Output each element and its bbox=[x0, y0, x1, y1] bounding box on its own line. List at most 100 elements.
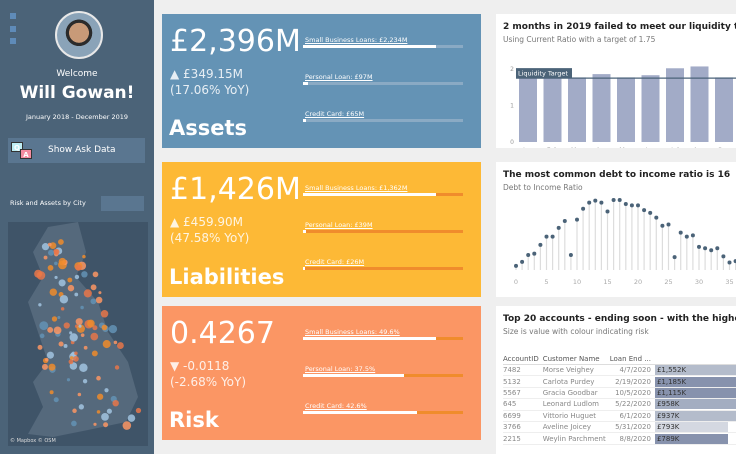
city-marker bbox=[41, 243, 50, 251]
loan-end: 5/22/2020 bbox=[609, 398, 655, 411]
nav-dot-icon[interactable] bbox=[10, 38, 16, 44]
breakdown-fill bbox=[303, 411, 417, 414]
breakdown-track bbox=[303, 45, 463, 48]
liquidity-bar-chart[interactable]: 0 1 2 Jan Feb Mar Apr May Jun Jul Aug Sep Liquidity … bbox=[496, 14, 736, 148]
bar-aug bbox=[690, 66, 709, 142]
kpi-card-assets[interactable]: £2,396M ▲ £349.15M (17.06% YoY) Assets Sm… bbox=[162, 14, 481, 148]
table-row[interactable]: 2215 Weylin Parchment 8/8/2020 £789K bbox=[503, 432, 736, 445]
lollipop-point bbox=[593, 198, 598, 203]
lollipop-point bbox=[568, 253, 573, 258]
bar-apr bbox=[592, 74, 611, 142]
city-marker bbox=[58, 239, 64, 245]
lollipop-point bbox=[672, 255, 677, 260]
breakdown-label: Small Business Loans: 49.6% bbox=[305, 328, 400, 336]
city-marker bbox=[93, 422, 97, 426]
accounts-table: AccountID Customer Name Loan End ... 748… bbox=[503, 354, 736, 445]
table-row[interactable]: 5567 Gracia Goodbar 10/5/2020 £1,115K bbox=[503, 387, 736, 400]
nav-dot-icon[interactable] bbox=[10, 13, 16, 19]
dti-lollipop-chart[interactable]: 0 5 10 15 20 25 30 35 bbox=[496, 162, 736, 297]
table-row[interactable]: 5132 Carlota Purdey 2/19/2020 £1,185K bbox=[503, 375, 736, 388]
city-map[interactable]: © Mapbox © OSM bbox=[8, 222, 148, 446]
kpi-breakdown-bar[interactable]: Small Business Loans: £1,362M bbox=[303, 184, 463, 196]
show-ask-data-button[interactable]: Q A Show Ask Data bbox=[8, 138, 145, 163]
city-marker bbox=[53, 249, 59, 255]
ask-data-q-icon: Q bbox=[11, 142, 23, 152]
lollipop-point bbox=[721, 254, 726, 259]
kpi-breakdown-bar[interactable]: Personal Loan: 37.5% bbox=[303, 365, 463, 377]
city-marker bbox=[92, 325, 98, 331]
kpi-value: 0.4267 bbox=[170, 316, 275, 351]
kpi-breakdown-bar[interactable]: Small Business Loans: 49.6% bbox=[303, 328, 463, 340]
city-marker bbox=[48, 249, 55, 256]
customer-name: Gracia Goodbar bbox=[542, 387, 610, 400]
account-id: 7482 bbox=[503, 364, 543, 377]
breakdown-track bbox=[303, 193, 463, 196]
table-row[interactable]: 7482 Morse Veighey 4/7/2020 £1,552K bbox=[503, 364, 736, 377]
value-bar: £958K bbox=[654, 399, 736, 410]
loan-end: 5/31/2020 bbox=[609, 421, 655, 434]
kpi-breakdown-bar[interactable]: Credit Card: £26M bbox=[303, 258, 463, 270]
breakdown-fill bbox=[303, 119, 307, 122]
breakdown-track bbox=[303, 337, 463, 340]
table-row[interactable]: 6699 Vittorio Huguet 6/1/2020 £937K bbox=[503, 410, 736, 422]
lollipop-point bbox=[715, 246, 720, 251]
col-account-id[interactable]: AccountID bbox=[503, 354, 543, 365]
account-id: 645 bbox=[503, 398, 543, 411]
account-id: 2215 bbox=[503, 432, 543, 445]
city-marker bbox=[90, 298, 97, 305]
city-marker bbox=[113, 340, 118, 345]
lollipop-point bbox=[538, 242, 543, 247]
lollipop-point bbox=[587, 200, 592, 205]
bar-jan bbox=[519, 77, 537, 142]
lollipop-point bbox=[697, 244, 701, 249]
bar-mar bbox=[568, 77, 586, 142]
kpi-card-liabilities[interactable]: £1,426M ▲ £459.90M (47.58% YoY) Liabiliti… bbox=[162, 162, 481, 297]
lollipop-point bbox=[605, 209, 610, 214]
kpi-breakdown-bar[interactable]: Personal Loan: £97M bbox=[303, 73, 463, 85]
customer-name: Carlota Purdey bbox=[542, 375, 610, 388]
y-tick-label: 1 bbox=[510, 103, 514, 110]
city-marker bbox=[49, 288, 58, 296]
city-marker bbox=[37, 344, 43, 350]
table-row[interactable]: 3766 Aveline Joicey 5/31/2020 £793K bbox=[503, 421, 736, 434]
kpi-breakdown-bar[interactable]: Small Business Loans: £2,234M bbox=[303, 36, 463, 48]
lollipop-point bbox=[514, 263, 518, 268]
city-marker bbox=[67, 277, 73, 283]
city-marker bbox=[106, 408, 112, 414]
lollipop-point bbox=[550, 234, 555, 239]
kpi-breakdown-bar[interactable]: Credit Card: 42.6% bbox=[303, 402, 463, 414]
col-loan-end[interactable]: Loan End ... bbox=[609, 354, 655, 365]
breakdown-fill bbox=[303, 374, 404, 377]
city-marker bbox=[122, 421, 132, 430]
nav-dot-icon[interactable] bbox=[10, 26, 16, 32]
kpi-breakdown-bar[interactable]: Credit Card: £65M bbox=[303, 110, 463, 122]
lollipop-point bbox=[678, 230, 683, 235]
loan-end: 4/7/2020 bbox=[609, 364, 655, 377]
city-marker bbox=[63, 343, 68, 348]
breakdown-label: Credit Card: £26M bbox=[305, 258, 365, 266]
kpi-breakdown-bar[interactable]: Personal Loan: £39M bbox=[303, 221, 463, 233]
map-filter-dropdown[interactable] bbox=[101, 196, 144, 211]
lollipop-point bbox=[623, 202, 628, 207]
loan-end: 2/19/2020 bbox=[609, 375, 655, 388]
city-marker bbox=[96, 410, 101, 414]
city-marker bbox=[73, 356, 79, 362]
city-marker bbox=[57, 316, 61, 320]
city-marker bbox=[75, 318, 83, 326]
table-row[interactable]: 645 Leonard Ludlom 5/22/2020 £958K bbox=[503, 398, 736, 411]
city-marker bbox=[78, 324, 82, 328]
kpi-card-risk[interactable]: 0.4267 ▼ -0.0118 (-2.68% YoY) Risk Small … bbox=[162, 306, 481, 440]
city-marker bbox=[41, 363, 48, 370]
kpi-title: Assets bbox=[169, 116, 248, 140]
city-marker bbox=[87, 319, 95, 328]
lollipop-point bbox=[556, 225, 561, 230]
value-bar: £937K bbox=[654, 410, 736, 421]
x-tick-label: 15 bbox=[603, 278, 611, 286]
city-marker bbox=[104, 388, 109, 393]
lollipop-point bbox=[520, 259, 525, 264]
loan-end: 8/8/2020 bbox=[609, 432, 655, 445]
kpi-yoy: (17.06% YoY) bbox=[170, 83, 250, 97]
x-tick-label: Jul bbox=[670, 146, 679, 148]
city-marker bbox=[39, 321, 49, 331]
col-customer-name[interactable]: Customer Name bbox=[542, 354, 610, 365]
